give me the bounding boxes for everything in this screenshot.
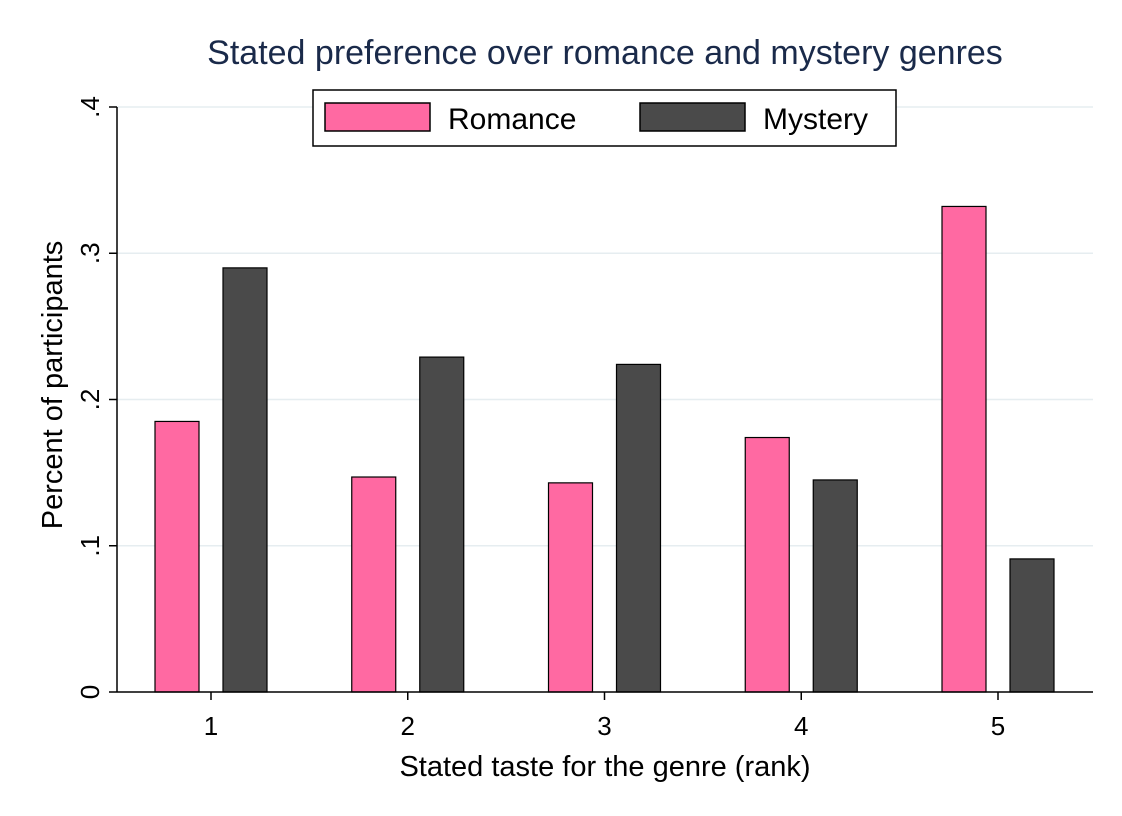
bar-romance-rank-5 [941,205,987,693]
bars [154,205,1055,693]
bar-romance-rank-1 [154,420,200,693]
legend-label-romance: Romance [448,103,576,136]
x-tick-label: 1 [204,711,218,741]
x-tick-label: 2 [401,711,415,741]
x-tick-label: 3 [597,711,611,741]
bar-mystery-rank-3 [615,363,662,693]
y-tick-label: .3 [75,242,105,264]
legend-swatch-romance [324,102,431,132]
y-tick-label: .1 [75,535,105,557]
x-ticks: 1 2 3 4 5 [204,692,1005,741]
x-tick-label: 4 [794,711,808,741]
legend: Romance Mystery [312,89,897,147]
bar-romance-rank-3 [547,482,594,693]
y-tick-label: .4 [75,96,105,118]
legend-swatch-mystery [639,102,746,132]
chart-title: Stated preference over romance and myste… [207,34,1003,72]
y-axis-label: Percent of participants [37,241,69,530]
x-axis-label: Stated taste for the genre (rank) [399,751,810,783]
bar-mystery-rank-5 [1009,558,1055,693]
bar-mystery-rank-4 [812,479,858,693]
bar-romance-rank-2 [351,476,397,693]
x-tick-label: 5 [991,711,1005,741]
bar-mystery-rank-1 [222,267,268,693]
y-ticks: 0 .1 .2 .3 .4 [75,96,117,699]
y-tick-label: 0 [75,685,105,699]
legend-label-mystery: Mystery [763,103,868,136]
y-tick-label: .2 [75,389,105,411]
bar-mystery-rank-2 [419,356,465,693]
bar-romance-rank-4 [744,436,790,693]
